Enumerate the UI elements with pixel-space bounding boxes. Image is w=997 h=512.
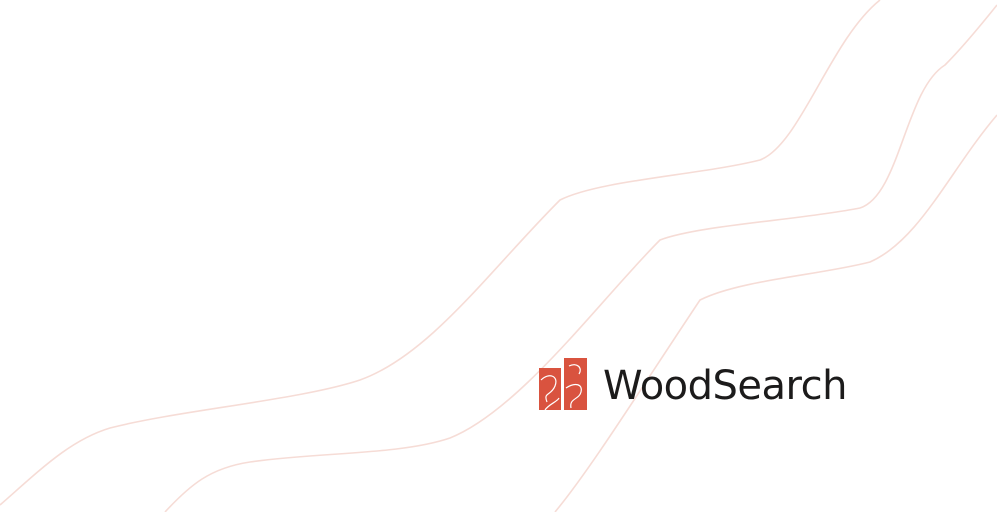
woodsearch-logo: WoodSearch [539,358,847,412]
brand-wordmark: WoodSearch [603,363,847,409]
wave-line-3 [554,114,997,512]
wave-line-2 [164,4,997,512]
woodsearch-logo-icon [539,358,587,411]
wave-line-1 [0,0,881,506]
